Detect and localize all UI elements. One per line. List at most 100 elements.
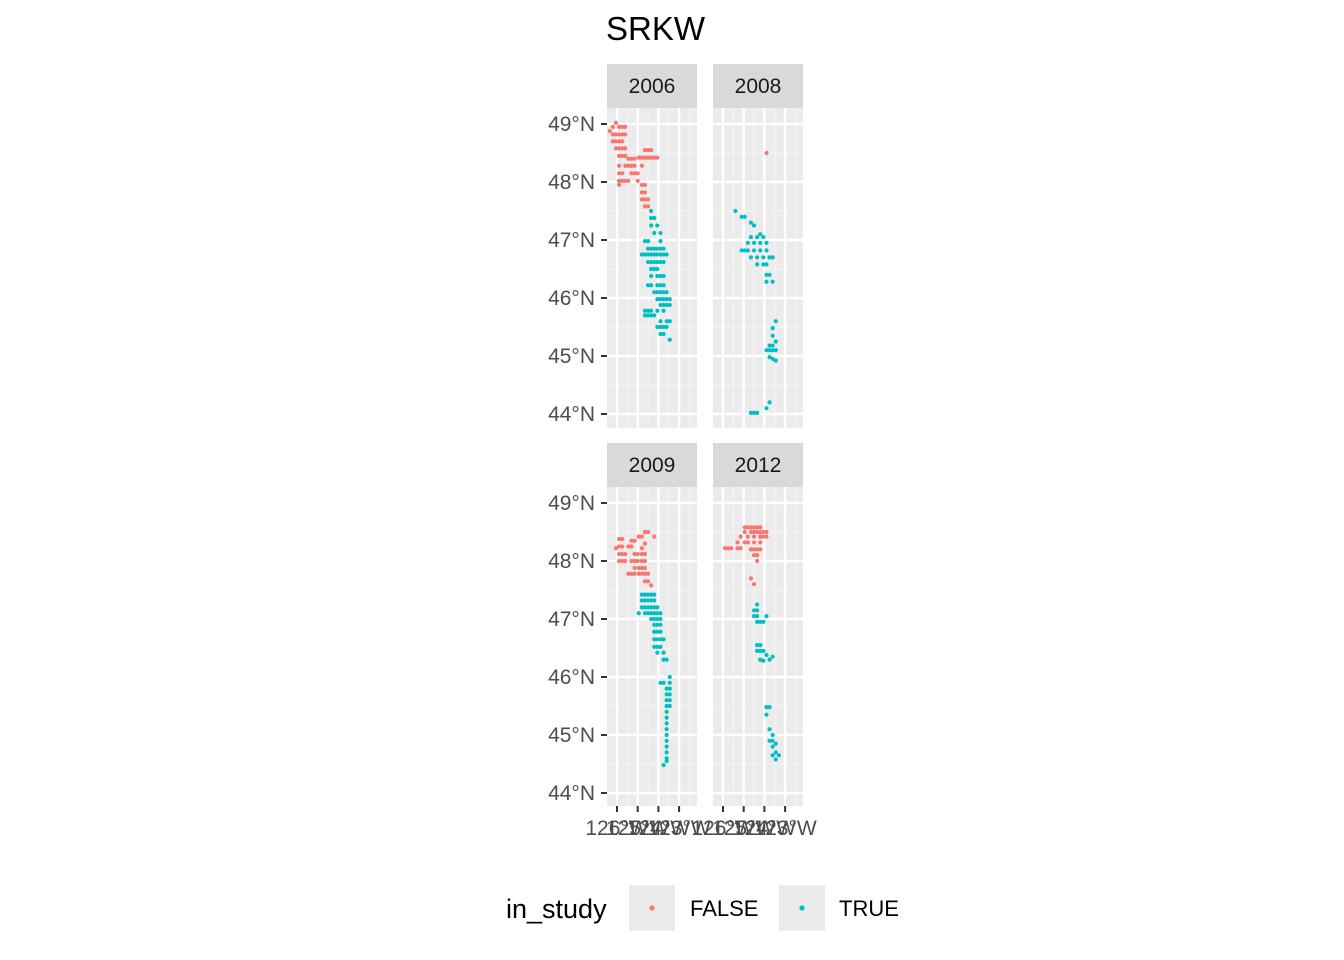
data-point [755,255,760,260]
data-point [661,290,666,295]
data-point [620,178,625,183]
data-point [623,132,628,137]
data-point [667,297,672,302]
data-point [658,259,663,265]
data-point [664,252,669,257]
data-point [773,339,778,344]
data-point [667,686,672,691]
data-point [639,558,644,564]
data-point [751,547,757,552]
data-point [645,204,651,209]
data-point [661,308,666,313]
data-point [755,553,760,558]
data-point [739,248,744,253]
data-point [748,576,754,581]
data-point [658,290,663,295]
data-point [764,240,769,245]
data-point [652,629,657,634]
data-point [636,565,641,571]
data-point [667,680,672,685]
data-point [773,741,778,746]
data-point [623,146,628,151]
data-point [639,592,644,597]
data-point [652,622,657,627]
data-point [652,644,657,649]
data-point [652,246,657,251]
data-point [767,343,772,348]
data-point [658,319,663,324]
data-point [664,727,669,732]
facet-panel-2006: 2006 [607,64,697,428]
data-point [607,128,612,134]
data-point [655,259,660,265]
legend-key-false-dot [649,905,655,911]
data-point [767,400,772,405]
data-point [649,208,654,214]
data-point [652,259,657,265]
y-tick-label: 49°N [548,492,595,515]
data-point [645,611,651,616]
legend-label-false: FALSE [690,896,758,921]
data-point [655,297,660,302]
data-point [649,259,654,265]
data-point [767,355,772,360]
series-true [751,602,781,762]
data-point [623,178,628,183]
data-point [658,629,663,634]
data-point [667,674,672,680]
data-point [639,155,644,160]
x-tick-label: 123°W [753,817,816,840]
data-point [616,551,622,557]
data-point [642,197,648,202]
data-point [629,558,634,564]
data-point [645,197,651,202]
data-point [755,648,760,654]
data-point [652,616,657,622]
data-point [748,255,754,260]
y-tick-label: 44°N [548,403,595,426]
data-point [652,592,657,597]
data-point [773,319,778,324]
data-point [667,698,672,703]
data-point [664,324,669,330]
data-point [649,308,654,313]
data-point [626,156,631,161]
data-point [764,712,769,717]
data-point [770,326,775,331]
data-point [664,319,669,324]
data-point [751,582,757,587]
data-point [629,538,634,543]
data-point [661,246,666,251]
data-point [632,163,637,168]
data-point [613,139,619,144]
data-point [655,252,660,257]
data-point [755,529,760,535]
y-tick-label: 48°N [548,550,595,573]
data-point [664,698,669,703]
data-point [620,544,625,549]
data-point [722,546,728,551]
data-point [639,197,644,202]
data-point [751,240,757,245]
data-point [661,331,666,337]
data-point [664,732,669,738]
data-point [755,614,760,619]
data-point [764,406,769,411]
data-point [733,208,738,214]
data-point [748,410,754,415]
data-point [655,155,660,160]
data-point [755,602,760,607]
data-point [764,348,769,353]
y-tick-label: 49°N [548,113,595,136]
y-tick-label: 45°N [548,345,595,368]
data-point [642,551,648,557]
data-point [649,598,654,603]
data-point [620,124,625,129]
data-point [645,605,651,610]
data-point [658,622,663,627]
y-tick-label: 45°N [548,724,595,747]
data-point [767,738,772,743]
data-point [642,571,648,576]
data-point [655,644,660,649]
facet-strip-label: 2009 [629,454,676,477]
